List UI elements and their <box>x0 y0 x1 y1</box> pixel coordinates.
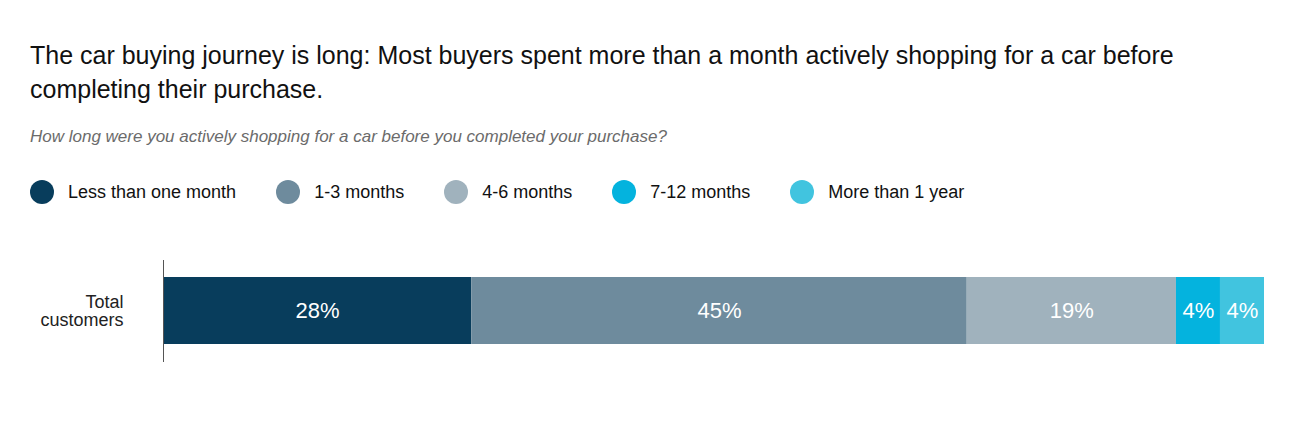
svg-text:45%: 45% <box>697 298 741 323</box>
html-text:The car buying journey is long: The car buying journey is long: Most buy… <box>30 41 1174 103</box>
html-text:4-6 months: 4-6 months <box>482 181 573 202</box>
svg-text:28%: 28% <box>296 298 340 323</box>
svg-text:4%: 4% <box>1227 298 1259 323</box>
html-text:1-3 months: 1-3 months <box>314 181 405 202</box>
svg-text:Totalcustomers: Totalcustomers <box>40 292 123 330</box>
html-text:Less than one month: Less than one month <box>68 181 237 202</box>
svg-text:4%: 4% <box>1183 298 1215 323</box>
html-text:How long were you actively sho: How long were you actively shopping for … <box>30 127 667 146</box>
html-text:7-12 months: 7-12 months <box>650 181 751 202</box>
svg-text:19%: 19% <box>1050 298 1094 323</box>
html-text:More than 1 year: More than 1 year <box>828 181 965 202</box>
